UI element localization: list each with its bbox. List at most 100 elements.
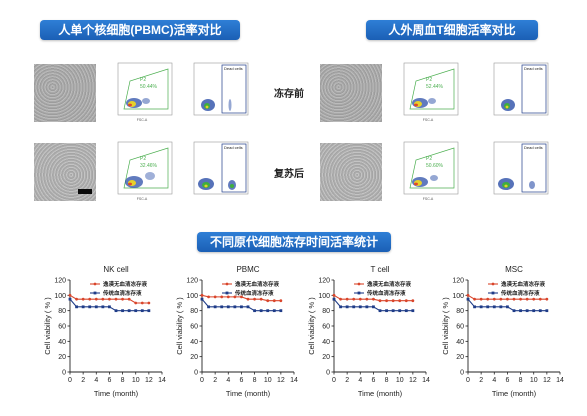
scale-bar: [78, 189, 92, 194]
y-tick-label: 100: [54, 293, 66, 300]
legend-label: 传统血清冻存液: [234, 289, 274, 297]
data-point: [114, 309, 118, 313]
y-axis-label: Cell viability ( % ): [43, 297, 52, 355]
data-point: [365, 297, 369, 301]
data-point: [532, 309, 536, 313]
data-point: [525, 297, 529, 301]
gate-label: P2: [140, 156, 146, 162]
gate-label: P2: [140, 77, 146, 83]
x-tick-label: 6: [239, 377, 243, 384]
y-tick-label: 60: [190, 324, 198, 331]
row-label-after: 复苏后: [274, 169, 304, 180]
data-point: [233, 305, 237, 309]
data-point: [538, 309, 542, 313]
y-tick-label: 20: [322, 354, 330, 361]
data-point: [365, 305, 369, 309]
x-tick-label: 8: [253, 377, 257, 384]
dead-cells-label: Dead cells: [524, 66, 543, 71]
legend-marker: [93, 291, 97, 295]
legend-label: 逸漠无血清冻存液: [235, 280, 280, 288]
data-point: [81, 297, 85, 301]
y-tick-label: 20: [456, 354, 464, 361]
x-tick-label: 4: [94, 377, 98, 384]
data-point: [391, 309, 395, 313]
legend-marker: [357, 282, 361, 286]
data-point: [391, 299, 395, 303]
svg-text:FSC-A: FSC-A: [423, 197, 434, 201]
data-point: [259, 297, 263, 301]
nk-cell-chart: NK cell 0 20 40 60 80 100 120 0 2 4 6 8 10 12 14 Time (m…: [43, 265, 166, 398]
pbmc-viability-banner: 人单个核细胞(PBMC)活率对比: [40, 20, 240, 40]
data-point: [492, 297, 496, 301]
legend-marker: [491, 291, 495, 295]
data-point: [479, 305, 483, 309]
pbmc-chart: PBMC 0 20 40 60 80 100 120 0 2 4 6 8 10 12 14 Time (mont…: [175, 265, 298, 398]
y-tick-label: 0: [326, 370, 330, 377]
y-tick-label: 60: [456, 324, 464, 331]
x-tick-label: 6: [505, 377, 509, 384]
x-tick-label: 14: [556, 377, 564, 384]
x-tick-label: 2: [81, 377, 85, 384]
data-point: [411, 299, 415, 303]
y-tick-label: 100: [186, 293, 198, 300]
tcell-viability-banner: 人外周血T细胞活率对比: [366, 20, 538, 40]
tcell-after-dead-plot: Dead cells: [493, 141, 549, 195]
data-point: [385, 299, 388, 303]
data-point: [545, 309, 549, 313]
data-point: [259, 309, 263, 313]
y-axis-label: Cell viability ( % ): [441, 297, 450, 355]
data-point: [108, 297, 111, 301]
data-point: [473, 297, 476, 301]
data-point: [519, 309, 522, 313]
y-tick-label: 120: [318, 278, 330, 285]
data-point: [88, 305, 92, 309]
x-tick-label: 10: [396, 377, 404, 384]
data-point: [75, 297, 78, 301]
data-point: [253, 309, 256, 313]
x-tick-label: 14: [158, 377, 166, 384]
data-point: [94, 297, 98, 301]
x-tick-label: 14: [422, 377, 430, 384]
data-point: [466, 297, 470, 301]
stats-banner: 不同原代细胞冻存时间活率统计: [197, 232, 391, 252]
y-tick-label: 120: [186, 278, 198, 285]
y-tick-label: 20: [190, 354, 198, 361]
legend-marker: [357, 291, 361, 295]
y-tick-label: 80: [190, 308, 198, 315]
chart-title: PBMC: [236, 265, 259, 274]
y-tick-label: 60: [322, 324, 330, 331]
legend-label: 传统血清冻存液: [366, 289, 406, 297]
x-axis-label: Time (month): [358, 389, 403, 398]
legend-label: 逸漠无血清冻存液: [501, 280, 546, 288]
data-point: [121, 309, 124, 313]
data-point: [68, 297, 72, 301]
tcell-before-gate-plot: P2 52.44% FSC-A: [403, 62, 459, 122]
x-tick-label: 12: [277, 377, 285, 384]
legend-marker: [93, 282, 97, 286]
data-point: [352, 305, 356, 309]
data-point: [220, 305, 224, 309]
data-point: [127, 309, 131, 313]
gate-label: P2: [426, 77, 432, 83]
data-point: [94, 305, 98, 309]
t-cell-chart: T cell 0 20 40 60 80 100 120 0 2 4 6 8 10 12 14 Time (mo…: [307, 265, 430, 398]
data-point: [372, 297, 375, 301]
series-line: [69, 298, 149, 312]
legend-marker: [225, 291, 229, 295]
chart-title: NK cell: [103, 265, 129, 274]
x-tick-label: 0: [68, 377, 72, 384]
x-tick-label: 12: [409, 377, 417, 384]
data-point: [127, 297, 131, 301]
pbmc-before-dead-plot: Dead cells: [193, 62, 249, 116]
x-tick-label: 0: [466, 377, 470, 384]
y-tick-label: 0: [62, 370, 66, 377]
tcell-micrograph-after: [320, 143, 382, 201]
x-axis-label: Time (month): [492, 389, 537, 398]
data-point: [226, 305, 230, 309]
data-point: [345, 297, 349, 301]
data-point: [538, 297, 542, 301]
y-tick-label: 40: [190, 339, 198, 346]
data-point: [279, 299, 283, 303]
tcell-micrograph-before: [320, 64, 382, 122]
data-point: [486, 297, 490, 301]
